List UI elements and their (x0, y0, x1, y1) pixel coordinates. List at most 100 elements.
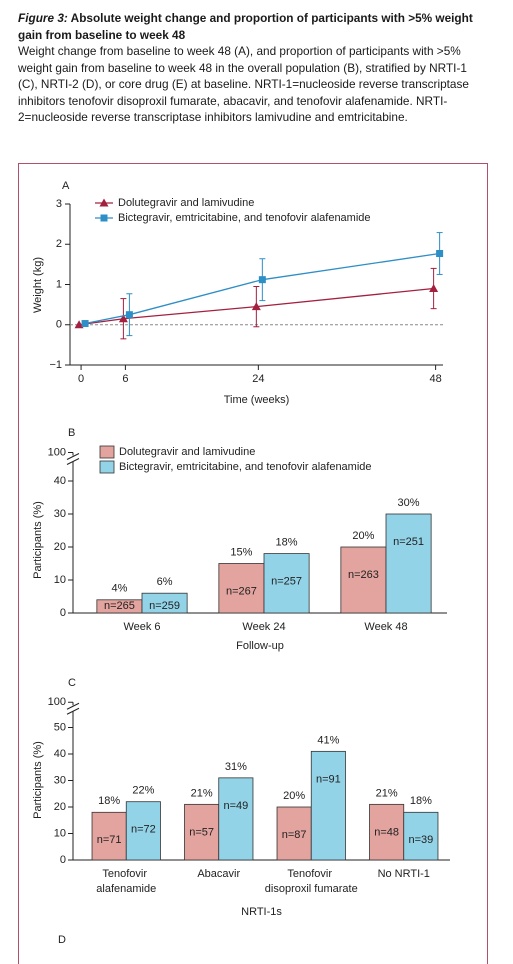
value-label: 21% (191, 787, 213, 799)
y-tick-label: 40 (54, 748, 66, 760)
sample-size: n=263 (348, 569, 379, 581)
value-label: 41% (317, 734, 339, 746)
sample-size: n=48 (374, 826, 399, 838)
figure-label: Figure 3: (18, 11, 68, 25)
x-tick-label: Week 6 (123, 621, 160, 633)
y-tick-label: 100 (48, 696, 66, 708)
x-tick-label: Week 24 (242, 621, 285, 633)
value-label: 4% (111, 583, 127, 595)
sample-size: n=257 (271, 576, 302, 588)
axis-break (66, 458, 80, 465)
legend-label: Dolutegravir and lamivudine (119, 446, 255, 458)
bar (91, 811, 127, 861)
marker (258, 276, 266, 284)
y-tick-label: 0 (60, 854, 66, 866)
bar (125, 801, 161, 861)
marker (251, 302, 261, 311)
figure-title: Absolute weight change and proportion of… (18, 11, 473, 42)
series-line (78, 287, 434, 326)
legend-marker (100, 214, 108, 222)
label-line: alafenamide (96, 883, 156, 895)
sample-size: n=72 (131, 824, 156, 836)
sample-size: n=259 (149, 600, 180, 612)
value-label: 22% (132, 785, 154, 797)
caption: Figure 3: Absolute weight change and pro… (18, 10, 488, 126)
y-tick-label: 20 (54, 541, 66, 553)
marker (74, 320, 84, 329)
legend-label: Dolutegravir and lamivudine (118, 197, 254, 209)
x-tick-label: 48 (429, 373, 441, 385)
x-axis-label: Follow-up (236, 640, 284, 652)
panel-label: D (58, 934, 66, 946)
marker (125, 311, 133, 319)
x-tick-label: Tenofovir alafenamide (96, 868, 156, 895)
marker (118, 314, 128, 323)
caption-heading: Figure 3: Absolute weight change and pro… (18, 10, 488, 43)
y-tick-label: 0 (56, 319, 62, 331)
label-line: Tenofovir (287, 868, 335, 880)
sample-size: n=71 (97, 834, 122, 846)
bar (369, 803, 405, 861)
sample-size: n=49 (223, 800, 248, 812)
axis-break (66, 453, 80, 460)
legend-marker (99, 198, 109, 207)
sample-size: n=251 (393, 536, 424, 548)
legend-label: Bictegravir, emtricitabine, and tenofovi… (119, 461, 372, 473)
bar (218, 563, 265, 614)
y-tick-label: 3 (56, 198, 62, 210)
x-tick-label: Abacavir (197, 868, 240, 880)
x-axis-label: NRTI-1s (241, 906, 282, 918)
y-axis-label: Participants (%) (32, 501, 44, 579)
legend-swatch (99, 460, 115, 474)
legend-swatch (99, 445, 115, 459)
y-tick-label: 30 (54, 774, 66, 786)
x-axis-label: Time (weeks) (224, 394, 290, 406)
sample-size: n=265 (104, 600, 135, 612)
value-label: 18% (410, 795, 432, 807)
y-tick-label: 20 (54, 801, 66, 813)
x-tick-label: Week 48 (364, 621, 407, 633)
sample-size: n=39 (408, 834, 433, 846)
bar (141, 592, 188, 614)
x-tick-label: 24 (252, 373, 264, 385)
panel-label: A (62, 180, 70, 192)
axis-break (66, 702, 80, 710)
y-axis-label: Participants (%) (32, 741, 44, 819)
y-tick-label: 100 (48, 446, 66, 458)
value-label: 31% (225, 761, 247, 773)
y-tick-label: 0 (60, 607, 66, 619)
axis-break-gap (70, 455, 76, 462)
sample-size: n=267 (226, 585, 257, 597)
sample-size: n=91 (316, 773, 341, 785)
x-tick-label: No NRTI-1 (378, 868, 430, 880)
x-tick-label: 6 (122, 373, 128, 385)
y-tick-label: 50 (54, 721, 66, 733)
y-tick-label: 10 (54, 574, 66, 586)
figure-frame (18, 163, 488, 964)
value-label: 15% (230, 546, 252, 558)
bar (263, 553, 310, 614)
label-line: disoproxil fumarate (265, 883, 358, 895)
bar (385, 513, 432, 614)
value-label: 18% (98, 795, 120, 807)
x-tick-label: Tenofovir disoproxil fumarate (265, 868, 358, 895)
sample-size: n=87 (282, 829, 307, 841)
axis-break (66, 707, 80, 715)
sample-size: n=57 (189, 826, 214, 838)
value-label: 30% (398, 497, 420, 509)
panel-label: C (68, 677, 76, 689)
value-label: 21% (376, 787, 398, 799)
y-tick-label: 1 (56, 278, 62, 290)
bar (403, 811, 439, 861)
series-line (84, 252, 440, 325)
bar (184, 803, 220, 861)
x-tick-label: 0 (78, 373, 84, 385)
y-tick-label: 40 (54, 475, 66, 487)
axis-break-gap (70, 705, 76, 712)
value-label: 20% (283, 790, 305, 802)
marker (429, 284, 439, 293)
caption-text: Weight change from baseline to week 48 (… (18, 44, 469, 124)
value-label: 18% (276, 537, 298, 549)
